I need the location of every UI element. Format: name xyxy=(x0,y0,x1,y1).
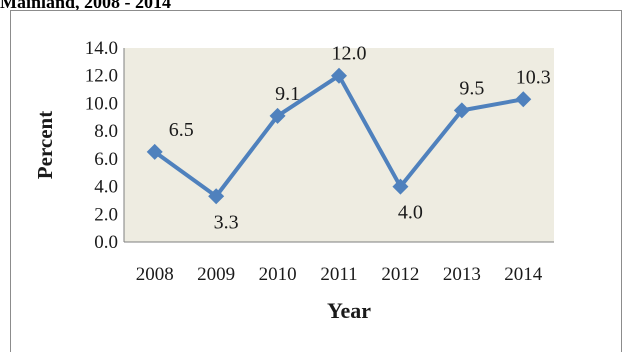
data-label: 3.3 xyxy=(214,211,239,233)
data-label: 6.5 xyxy=(169,119,194,141)
y-tick-label: 8.0 xyxy=(94,121,118,142)
y-tick-label: 0.0 xyxy=(94,232,118,253)
data-point-marker xyxy=(146,143,163,160)
x-tick-label: 2011 xyxy=(320,264,357,285)
data-point-marker xyxy=(392,178,409,195)
x-tick-label: 2010 xyxy=(259,264,297,285)
x-tick-label: 2009 xyxy=(197,264,235,285)
data-label: 12.0 xyxy=(332,43,367,65)
y-axis-title: Percent xyxy=(33,111,57,179)
data-label: 4.0 xyxy=(398,202,423,224)
data-label: 9.1 xyxy=(275,83,300,105)
y-tick-label: 2.0 xyxy=(94,204,118,225)
data-point-marker xyxy=(453,102,470,119)
data-point-marker xyxy=(515,91,532,108)
x-tick-label: 2008 xyxy=(136,264,174,285)
x-tick-label: 2012 xyxy=(381,264,419,285)
x-tick-label: 2013 xyxy=(443,264,481,285)
chart-title: Mainland, 2008 - 2014 xyxy=(0,0,172,12)
x-tick-label: 2014 xyxy=(504,264,543,285)
y-tick-label: 10.0 xyxy=(85,93,118,114)
y-tick-label: 6.0 xyxy=(94,149,118,170)
data-point-marker xyxy=(208,188,225,205)
data-point-marker xyxy=(269,107,286,124)
y-tick-label: 12.0 xyxy=(85,66,118,87)
y-tick-label: 4.0 xyxy=(94,177,118,198)
data-point-marker xyxy=(331,67,347,84)
data-label: 10.3 xyxy=(516,66,551,88)
x-axis-title: Year xyxy=(327,298,371,323)
data-label: 9.5 xyxy=(459,77,484,99)
y-tick-label: 14.0 xyxy=(85,38,118,59)
